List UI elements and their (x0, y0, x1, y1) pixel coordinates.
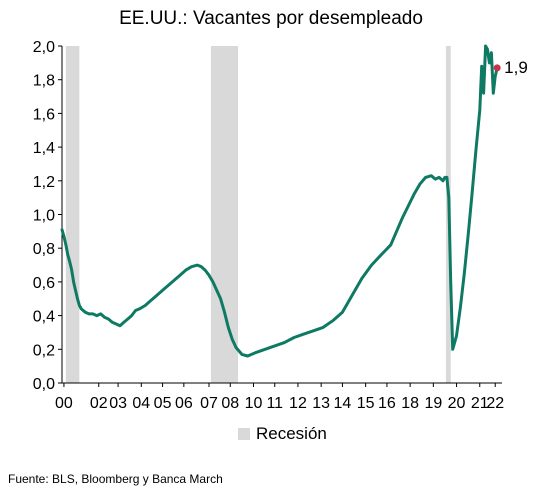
legend: Recesión (238, 424, 327, 444)
y-tick-label: 1,0 (33, 208, 55, 225)
legend-label-recession: Recesión (256, 424, 327, 443)
x-tick-label: 02 (90, 395, 108, 412)
y-tick-label: 0,8 (33, 241, 55, 258)
series-line-0 (60, 44, 499, 358)
y-tick-label: 1,8 (33, 73, 55, 90)
end-value-label: 1,9 (504, 58, 528, 77)
x-tick-label: 15 (357, 395, 375, 412)
recession-bands (65, 46, 451, 383)
y-tick-label: 2,0 (33, 39, 55, 56)
y-tick-label: 1,4 (33, 140, 55, 157)
x-tick-label: 08 (221, 395, 239, 412)
chart-title: EE.UU.: Vacantes por desempleado (119, 8, 423, 29)
recession-band-0 (65, 46, 80, 383)
x-tick-label: 06 (175, 395, 193, 412)
x-tick-label: 11 (266, 395, 283, 412)
y-tick-label: 0,6 (33, 275, 55, 292)
y-tick-label: 0,0 (33, 376, 55, 393)
x-tick-label: 03 (109, 395, 127, 412)
x-tick-label: 05 (154, 395, 172, 412)
x-tick-label: 00 (55, 395, 73, 412)
source-note: Fuente: BLS, Bloomberg y Banca March (8, 472, 223, 486)
y-tick-label: 1,2 (33, 174, 55, 191)
x-tick-label: 13 (312, 395, 330, 412)
y-axis-ticks: 0,0 0,2 0,4 0,6 0,8 1,0 1,2 1,4 1,6 1,8 2,0 (33, 39, 62, 393)
x-tick-label: 14 (334, 395, 352, 412)
end-marker-group: 1,9 (493, 58, 528, 77)
x-tick-label: 10 (245, 395, 263, 412)
y-tick-label: 0,4 (33, 309, 55, 326)
x-tick-label: 04 (132, 395, 150, 412)
x-tick-label: 07 (200, 395, 218, 412)
y-tick-label: 1,6 (33, 106, 55, 123)
x-tick-label: 20 (448, 395, 466, 412)
recession-band-1 (210, 46, 238, 383)
x-tick-label: 22 (486, 395, 504, 412)
x-tick-label: 19 (424, 395, 442, 412)
y-tick-label: 0,2 (33, 342, 55, 359)
x-tick-label: 12 (289, 395, 307, 412)
series-lines (60, 44, 499, 358)
end-point-marker (493, 64, 501, 72)
x-tick-label: 21 (471, 395, 489, 412)
x-tick-label: 18 (401, 395, 419, 412)
x-tick-label: 16 (378, 395, 396, 412)
legend-swatch-recession (238, 428, 250, 440)
